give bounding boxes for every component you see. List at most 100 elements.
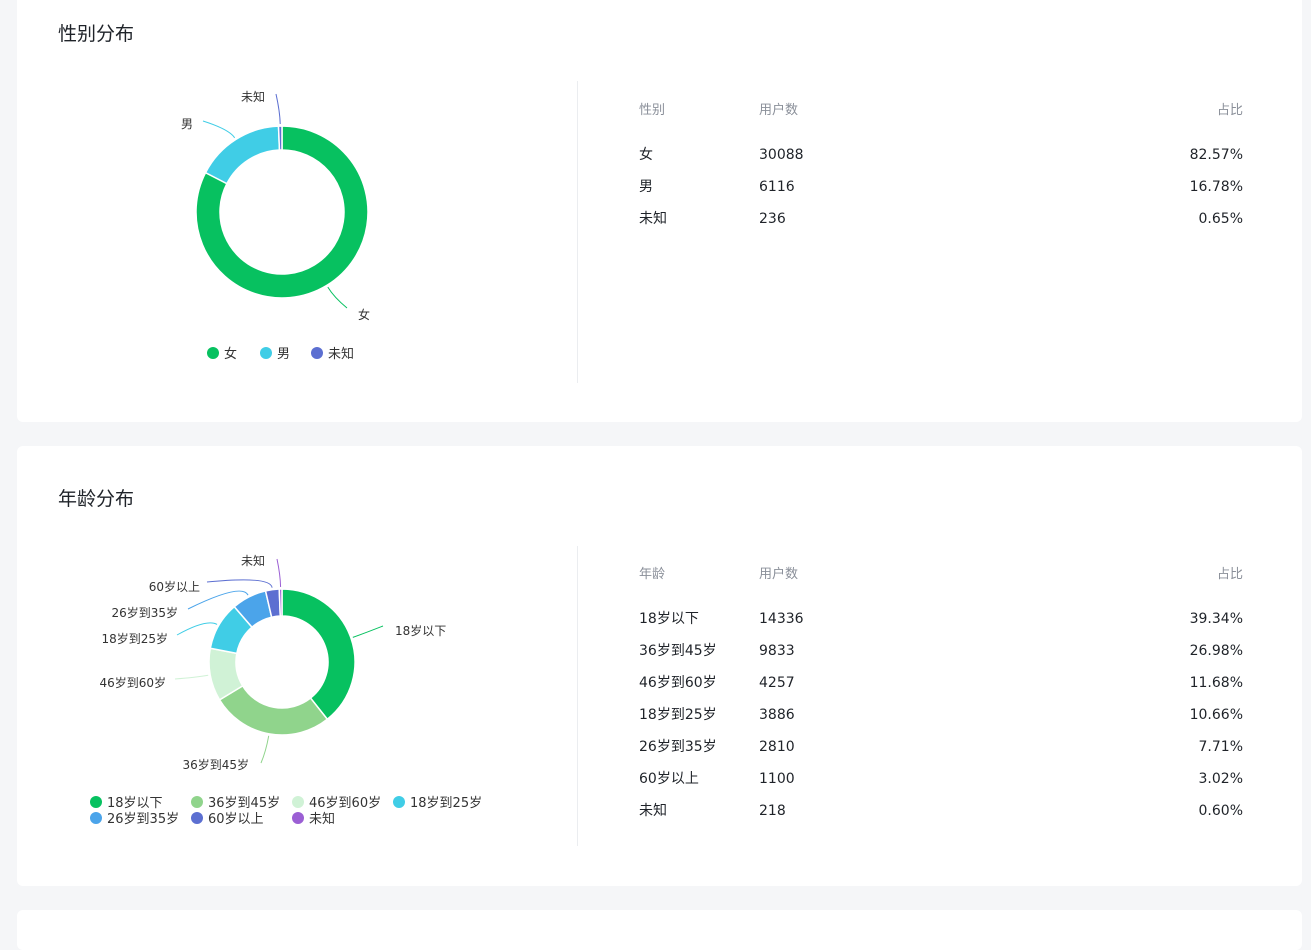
row-count: 3886 <box>759 707 795 723</box>
header-users: 用户数 <box>759 567 799 582</box>
legend-marker <box>90 812 102 824</box>
callout-label: 26岁到35岁 <box>111 605 178 620</box>
callout-label: 男 <box>181 117 193 131</box>
table-row: 26岁到35岁 2810 7.71% <box>639 731 1243 763</box>
donut-slice[interactable] <box>281 588 356 721</box>
row-count: 1100 <box>759 771 795 787</box>
legend-label: 36岁到45岁 <box>208 796 281 811</box>
header-share: 占比 <box>1216 567 1243 582</box>
age-table-header: 年龄 用户数 占比 <box>639 559 1243 591</box>
callout-line <box>187 590 249 610</box>
legend-label: 18岁到25岁 <box>410 796 483 811</box>
callout-label: 女 <box>358 307 370 322</box>
legend-marker <box>260 347 272 359</box>
legend-item[interactable]: 26岁到35岁 <box>90 808 179 827</box>
row-count: 14336 <box>759 611 804 627</box>
row-count: 236 <box>759 211 786 227</box>
callout-line <box>206 579 273 588</box>
legend-marker <box>393 796 405 808</box>
row-label: 18岁到25岁 <box>639 707 717 723</box>
legend-label: 60岁以上 <box>208 812 264 827</box>
row-count: 30088 <box>759 147 804 163</box>
callout-label: 36岁到45岁 <box>182 757 249 772</box>
row-pct: 7.71% <box>1198 739 1243 755</box>
legend-label: 26岁到35岁 <box>107 812 180 827</box>
header-gender: 性别 <box>639 103 666 118</box>
gender-donut-chart: 女 男 未知 <box>181 90 370 322</box>
callout-label: 未知 <box>241 554 265 568</box>
row-pct: 0.65% <box>1198 211 1243 227</box>
row-label: 男 <box>639 179 653 195</box>
legend-item[interactable]: 女 <box>207 343 237 362</box>
gender-divider <box>577 81 578 383</box>
legend-label: 男 <box>277 347 291 362</box>
gender-title: 性别分布 <box>58 23 135 45</box>
row-label: 26岁到35岁 <box>639 739 717 755</box>
callout-line <box>327 286 348 309</box>
row-pct: 0.60% <box>1198 803 1243 819</box>
legend-item[interactable]: 46岁到60岁 <box>292 792 381 811</box>
donut-slice[interactable] <box>218 684 329 736</box>
legend-item[interactable]: 18岁以下 <box>90 792 163 811</box>
callout-line <box>174 674 209 680</box>
row-pct: 10.66% <box>1189 707 1243 723</box>
callout-line <box>275 93 281 125</box>
age-card: 年龄分布 18岁以下 36岁到45岁 46岁到60岁 18岁到25岁 26岁到35岁 60… <box>17 446 1302 886</box>
callout-line <box>276 558 282 588</box>
donut-slice[interactable] <box>277 125 283 151</box>
legend-marker <box>191 812 203 824</box>
legend-item[interactable]: 男 <box>260 343 290 362</box>
row-label: 未知 <box>639 803 667 819</box>
legend-marker <box>292 812 304 824</box>
row-label: 18岁以下 <box>639 611 699 627</box>
legend-item[interactable]: 未知 <box>311 343 354 362</box>
legend-marker <box>292 796 304 808</box>
callout-label: 未知 <box>241 90 265 104</box>
row-count: 2810 <box>759 739 795 755</box>
table-row: 18岁到25岁 3886 10.66% <box>639 699 1243 731</box>
legend-item[interactable]: 未知 <box>292 808 335 827</box>
row-label: 60岁以上 <box>639 771 699 787</box>
gender-card: 性别分布 女男未知 女男未知 性别 用户数 占比 女 30088 82.57% … <box>17 0 1302 422</box>
age-divider <box>577 546 578 846</box>
row-label: 女 <box>639 147 653 163</box>
row-pct: 11.68% <box>1189 675 1243 691</box>
legend-label: 未知 <box>309 812 336 827</box>
callout-label: 18岁以下 <box>395 623 446 638</box>
row-pct: 26.98% <box>1189 643 1243 659</box>
row-count: 218 <box>759 803 786 819</box>
table-row: 未知 218 0.60% <box>639 795 1243 827</box>
legend-marker <box>90 796 102 808</box>
row-pct: 82.57% <box>1189 147 1243 163</box>
legend-label: 女 <box>224 347 238 362</box>
donut-slice[interactable] <box>278 588 283 617</box>
callout-label: 46岁到60岁 <box>99 675 166 690</box>
row-label: 46岁到60岁 <box>639 675 717 691</box>
donut-slice[interactable] <box>195 125 369 299</box>
legend-label: 未知 <box>328 347 355 362</box>
legend-label: 46岁到60岁 <box>309 796 382 811</box>
donut-slice[interactable] <box>204 125 281 185</box>
row-pct: 3.02% <box>1198 771 1243 787</box>
row-label: 未知 <box>639 211 667 227</box>
next-card <box>17 910 1302 950</box>
callout-line <box>352 625 384 638</box>
row-pct: 39.34% <box>1189 611 1243 627</box>
row-count: 4257 <box>759 675 795 691</box>
row-pct: 16.78% <box>1189 179 1243 195</box>
row-label: 36岁到45岁 <box>639 643 717 659</box>
table-row: 60岁以上 1100 3.02% <box>639 763 1243 795</box>
legend-item[interactable]: 60岁以上 <box>191 808 264 827</box>
row-count: 6116 <box>759 179 795 195</box>
callout-line <box>176 622 218 636</box>
callout-label: 60岁以上 <box>149 579 200 594</box>
callout-label: 18岁到25岁 <box>101 631 168 646</box>
legend-item[interactable]: 18岁到25岁 <box>393 792 482 811</box>
gender-table-header: 性别 用户数 占比 <box>639 95 1243 127</box>
row-count: 9833 <box>759 643 795 659</box>
legend-item[interactable]: 36岁到45岁 <box>191 792 280 811</box>
header-share: 占比 <box>1216 103 1243 118</box>
table-row: 男 6116 16.78% <box>639 171 1243 203</box>
age-donut-chart: 18岁以下 36岁到45岁 46岁到60岁 18岁到25岁 26岁到35岁 60岁以上 未知 <box>99 554 446 772</box>
legend-marker <box>191 796 203 808</box>
